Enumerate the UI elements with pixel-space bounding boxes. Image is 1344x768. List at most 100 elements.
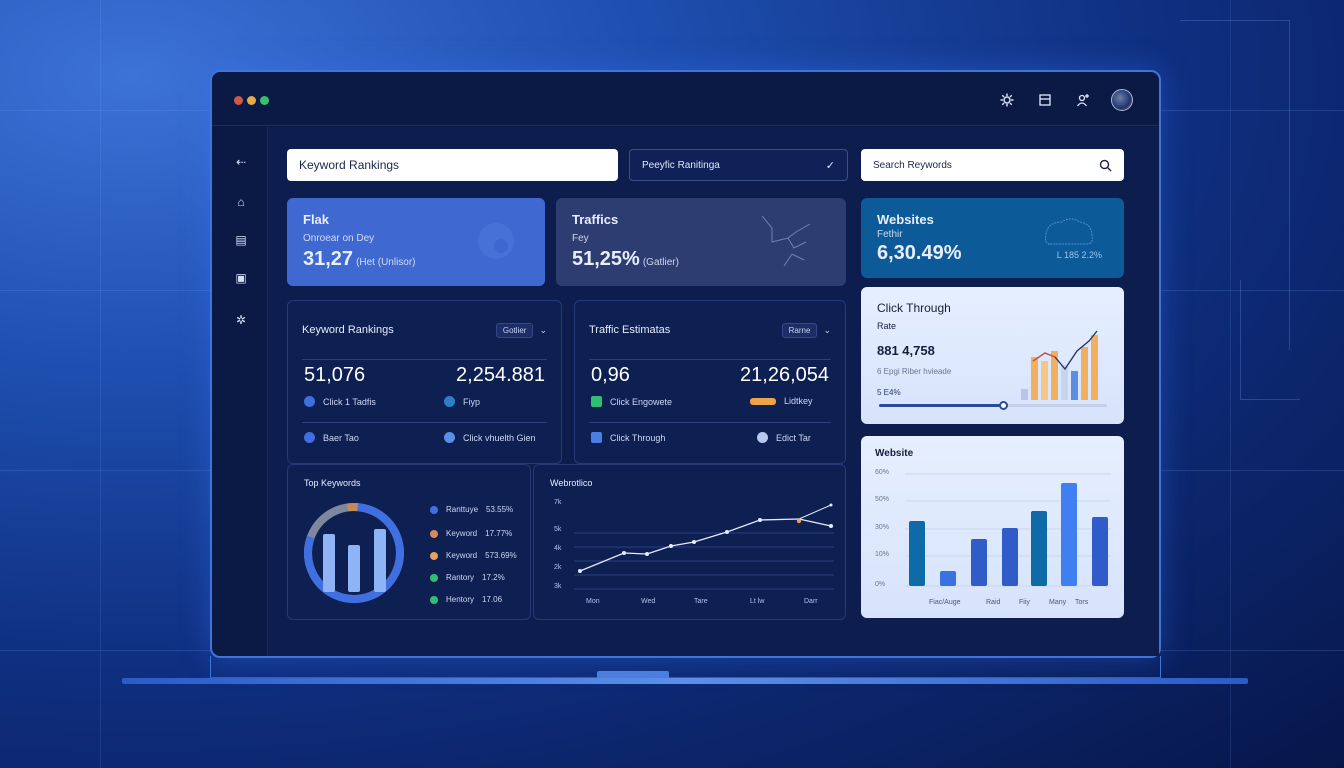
stat-card-flak[interactable]: Flak Onroear on Dey 31,27 (Het (Unlisor): [287, 198, 545, 286]
y-tick: 7k: [554, 499, 562, 506]
filter-button[interactable]: Rarne: [781, 322, 818, 338]
y-tick: 10%: [875, 551, 890, 558]
legend-item: Click 1 Tadfis: [304, 396, 376, 407]
title-input[interactable]: Keyword Rankings: [287, 149, 618, 181]
legend-item: Edict Tar: [757, 432, 811, 443]
laptop-notch: [597, 671, 669, 678]
x-tick: Darr: [804, 598, 818, 605]
stat-subtitle: Onroear on Dey: [303, 233, 375, 244]
click-through-card: Click Through Rate 881 4,758 6 Epgi Ribe…: [861, 287, 1124, 424]
chevron-down-icon[interactable]: ⌄: [539, 324, 547, 335]
title-input-value: Keyword Rankings: [299, 158, 400, 172]
y-tick: 3k: [554, 583, 562, 590]
y-tick: 4k: [554, 545, 562, 552]
stat-card-traffics[interactable]: Traffics Fey 51,25% (Gatlier): [556, 198, 846, 286]
x-tick: Tors: [1075, 599, 1089, 606]
laptop-hinge: [210, 656, 1161, 678]
card-title: Click Through: [877, 301, 951, 315]
chevron-down-icon[interactable]: ⌄: [823, 324, 831, 335]
line-chart: [574, 503, 834, 590]
keyword-donut-chart: [304, 503, 404, 603]
stat-subtitle: Fethir: [877, 229, 903, 240]
x-tick: Many: [1049, 599, 1067, 606]
search-placeholder: Search Reywords: [873, 159, 952, 171]
dropdown-value: Peeyfic Ranitinga: [642, 159, 720, 171]
stat-title: Websites: [877, 212, 934, 227]
legend-item: Rantory 17.2%: [430, 573, 505, 582]
minimize-window-button[interactable]: [247, 96, 256, 105]
stat-value: 6,30.49%: [877, 242, 962, 264]
stat-value: 51,25% (Gatlier): [572, 248, 679, 270]
metric-value-right: 2,254.881: [456, 364, 545, 386]
y-tick: 50%: [875, 496, 890, 503]
search-icon[interactable]: [1099, 159, 1112, 172]
x-tick: Fiac/Auge: [929, 599, 961, 606]
panel-title: Traffic Estimatas: [589, 324, 671, 336]
cloud-icon: [1045, 218, 1093, 245]
main-content: Keyword Rankings Peeyfic Ranitinga ✓ Sea…: [269, 127, 1159, 656]
panel-title: Keyword Rankings: [302, 324, 394, 336]
chevron-down-icon: ✓: [825, 159, 835, 172]
y-tick: 30%: [875, 524, 890, 531]
x-tick: Tare: [694, 598, 708, 605]
progress-fill: [879, 404, 1004, 407]
user-add-icon[interactable]: [1073, 90, 1093, 110]
stat-card-websites[interactable]: Websites Fethir 6,30.49% L 185 2.2%: [861, 198, 1124, 278]
legend-item: Click Through: [591, 432, 665, 443]
settings-gear-icon[interactable]: [997, 90, 1017, 110]
close-window-button[interactable]: [234, 96, 243, 105]
stat-title: Flak: [303, 212, 330, 227]
chart-title: Website: [875, 448, 914, 459]
legend-item: Ranttuye 53.55%: [430, 505, 513, 514]
x-tick: Mon: [586, 598, 600, 605]
back-arrow-icon[interactable]: ⇠: [235, 155, 247, 169]
legend-item: Lidtkey: [750, 396, 813, 406]
x-tick: Wed: [641, 598, 656, 605]
laptop-screen: ⇠ ⌂ ▤ ▣ ✲ Keyword Rankings Peeyfic Ranit…: [210, 70, 1161, 658]
window-titlebar: [212, 72, 1159, 126]
y-tick: 5k: [554, 526, 562, 533]
x-tick: Lt lw: [750, 598, 765, 605]
website-bars: [905, 473, 1111, 587]
metric-value-left: 0,96: [591, 364, 630, 386]
y-tick: 2k: [554, 564, 562, 571]
progress-handle[interactable]: [999, 401, 1008, 410]
search-input[interactable]: Search Reywords: [861, 149, 1124, 181]
legend-item: Baer Tao: [304, 432, 359, 443]
ranking-dropdown[interactable]: Peeyfic Ranitinga ✓: [629, 149, 848, 181]
top-keywords-panel: Top Keywords Ranttuye 53.55% Keyword 17.77…: [287, 464, 531, 620]
panel-title: Top Keywords: [304, 478, 361, 488]
window-controls: [234, 96, 269, 105]
card-value: 881 4,758: [877, 343, 935, 358]
chart-title: Webrotlico: [550, 478, 593, 488]
maximize-window-button[interactable]: [260, 96, 269, 105]
card-subtitle: Rate: [877, 321, 897, 331]
globe-icon: [478, 223, 514, 259]
traffic-estimates-panel: Traffic Estimatas Rarne ⌄ 0,96 21,26,054…: [574, 300, 846, 464]
website-bar-chart-card: Website 60% 50% 30% 10% 0% Fiac/Auge Rai…: [861, 436, 1124, 618]
metric-value-right: 21,26,054: [740, 364, 829, 386]
x-tick: Raid: [986, 599, 1001, 606]
network-graph-icon: [761, 215, 811, 267]
ctr-mini-bar-chart: [1021, 330, 1098, 400]
layout-icon[interactable]: [1035, 90, 1055, 110]
stat-value: 31,27 (Het (Unlisor): [303, 248, 416, 270]
y-tick: 0%: [875, 581, 886, 588]
legend-item: Keyword 573.69%: [430, 551, 517, 560]
document-icon[interactable]: ▣: [235, 271, 247, 285]
clipboard-icon[interactable]: ▤: [235, 233, 247, 247]
legend-item: Fiyp: [444, 396, 480, 407]
sidebar: ⇠ ⌂ ▤ ▣ ✲: [212, 127, 268, 656]
legend-item: Click Engowete: [591, 396, 672, 407]
home-icon[interactable]: ⌂: [237, 195, 245, 209]
x-tick: Fiiy: [1019, 599, 1030, 606]
progress-track[interactable]: [879, 401, 1107, 410]
progress-label: 5 E4%: [877, 388, 901, 397]
line-chart-panel: Webrotlico 7k 5k 4k 2k 3k Mon Wed Tare L…: [533, 464, 846, 620]
integrations-icon[interactable]: ✲: [235, 313, 247, 327]
legend-item: Keyword 17.77%: [430, 529, 512, 538]
user-avatar[interactable]: [1111, 89, 1133, 111]
keyword-rankings-panel: Keyword Rankings Gotlier ⌄ 51,076 2,254.…: [287, 300, 562, 464]
filter-button[interactable]: Gotlier: [495, 322, 534, 338]
stat-title: Traffics: [572, 212, 619, 227]
